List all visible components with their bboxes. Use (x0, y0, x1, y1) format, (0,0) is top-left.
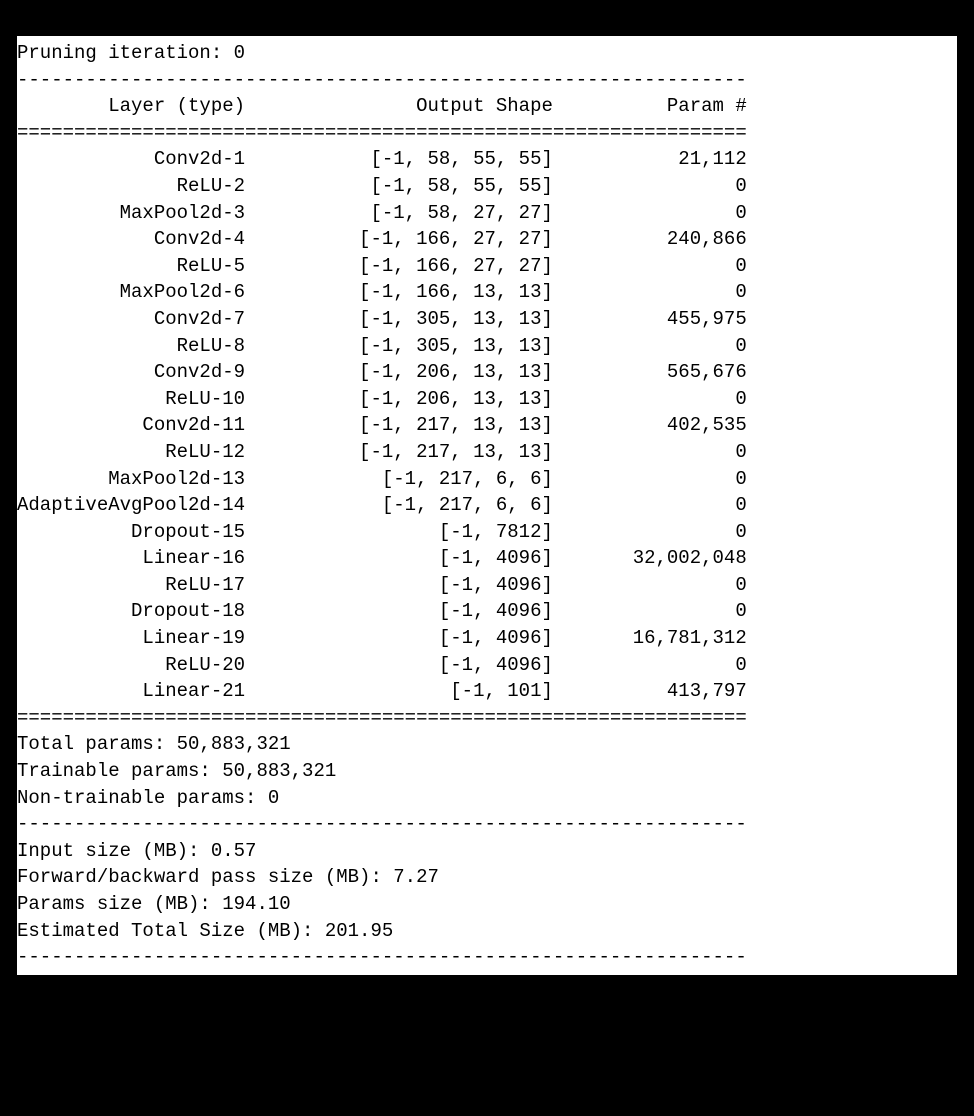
model-summary-text: Pruning iteration: 0 -------------------… (17, 40, 957, 971)
model-summary-sheet: Pruning iteration: 0 -------------------… (17, 36, 957, 975)
